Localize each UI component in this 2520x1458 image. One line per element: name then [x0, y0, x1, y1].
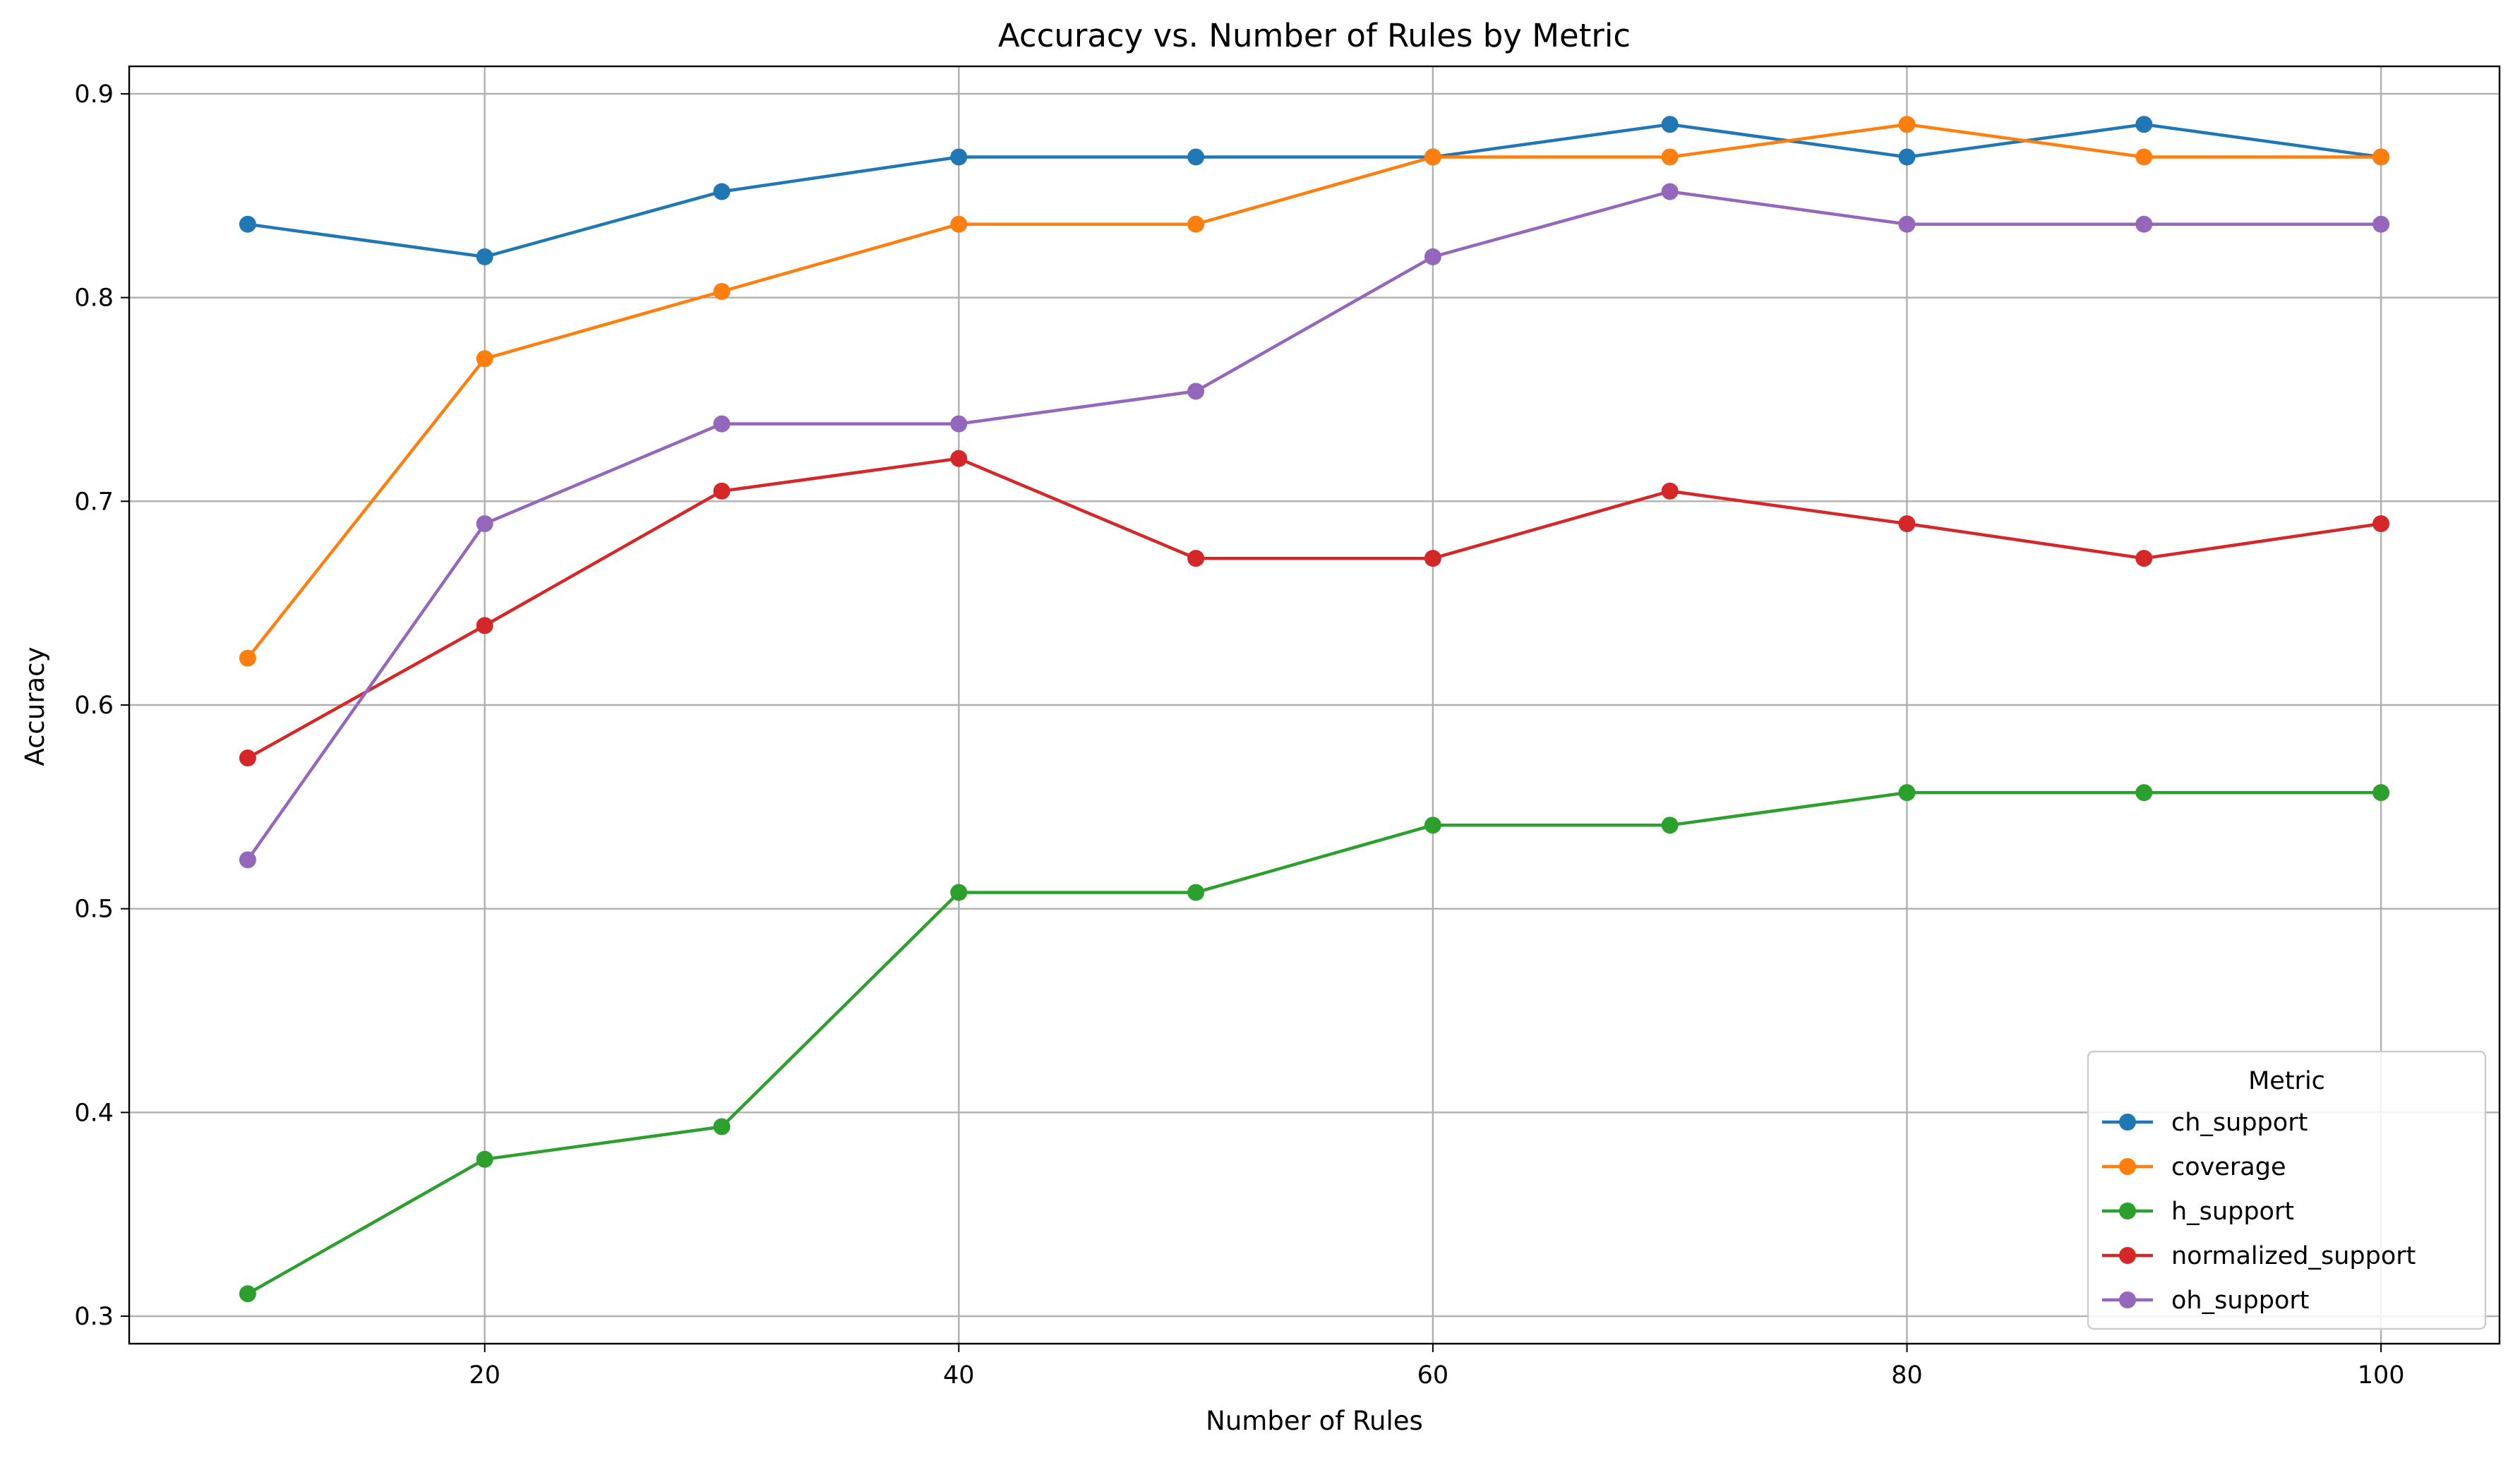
y-tick-label: 0.6	[74, 692, 114, 720]
data-point	[239, 215, 256, 233]
data-point	[950, 415, 968, 433]
data-point	[713, 482, 731, 500]
legend-item: ch_support	[2102, 1109, 2308, 1137]
legend-item: oh_support	[2102, 1287, 2309, 1315]
legend: Metric ch_support coverage h_supportnormal…	[2087, 1050, 2487, 1330]
data-point	[1187, 550, 1205, 567]
legend-item: coverage	[2102, 1153, 2286, 1181]
data-point	[1661, 817, 1679, 834]
y-axis-ticks: 0.3 0.4 0.5 0.6 0.7 0.8 0.9	[74, 80, 129, 1331]
legend-label: ch_support	[2171, 1109, 2308, 1137]
y-axis-label: Accuracy	[20, 647, 50, 766]
data-point	[1661, 116, 1679, 133]
legend-swatch-marker	[2119, 1203, 2136, 1219]
data-point	[1187, 884, 1205, 901]
data-point	[239, 1285, 256, 1303]
data-point	[1187, 382, 1205, 400]
data-point	[2135, 148, 2153, 166]
legend-label: coverage	[2171, 1153, 2286, 1181]
data-point	[1898, 148, 1916, 166]
series-line	[246, 457, 2383, 760]
data-point	[1898, 784, 1916, 802]
legend-item: normalized_support	[2102, 1242, 2416, 1270]
data-point	[1898, 515, 1916, 533]
data-point	[1424, 817, 1441, 834]
data-point	[1424, 248, 1441, 265]
legend-swatch-marker	[2119, 1291, 2136, 1308]
data-point	[2135, 550, 2153, 567]
series-line	[246, 190, 2383, 862]
x-tick-label: 60	[1417, 1361, 1449, 1390]
legend-item: h_support	[2102, 1198, 2294, 1226]
data-point	[1424, 550, 1441, 567]
x-axis-label: Number of Rules	[1206, 1406, 1423, 1436]
data-point	[239, 749, 256, 767]
data-point	[1661, 148, 1679, 166]
y-tick-label: 0.4	[74, 1099, 114, 1127]
series-line	[246, 790, 2383, 1296]
series-normalized-support	[239, 450, 2390, 767]
data-point	[713, 1118, 731, 1135]
series-oh-support	[239, 183, 2390, 869]
x-tick-label: 40	[943, 1361, 975, 1390]
data-point	[2135, 116, 2153, 133]
legend-entries: ch_support coverage h_support normalized_su…	[2102, 1109, 2416, 1315]
x-tick-label: 80	[1891, 1361, 1923, 1390]
data-point	[1424, 148, 1441, 166]
data-point	[476, 617, 493, 634]
data-point	[476, 515, 493, 533]
data-point	[713, 415, 731, 433]
data-point	[2372, 215, 2390, 233]
legend-label: h_support	[2171, 1198, 2294, 1226]
data-point	[1661, 183, 1679, 200]
data-point	[2372, 784, 2390, 802]
data-point	[476, 248, 493, 265]
data-point	[1661, 482, 1679, 500]
legend-label: oh_support	[2171, 1287, 2309, 1315]
data-point	[1187, 215, 1205, 233]
data-point	[950, 148, 968, 166]
data-point	[1898, 215, 1916, 233]
series-coverage	[239, 116, 2390, 667]
series-group	[239, 116, 2390, 1303]
y-tick-label: 0.8	[74, 284, 114, 313]
data-point	[1898, 116, 1916, 133]
legend-box	[2087, 1050, 2487, 1330]
legend-title: Metric	[2248, 1067, 2325, 1095]
data-point	[1187, 148, 1205, 166]
y-tick-label: 0.7	[74, 488, 114, 516]
data-point	[476, 1150, 493, 1168]
data-point	[239, 851, 256, 869]
chart-title: Accuracy vs. Number of Rules by Metric	[998, 17, 1631, 54]
data-point	[2135, 784, 2153, 802]
data-point	[2372, 148, 2390, 166]
series-line	[246, 123, 2383, 660]
data-point	[950, 450, 968, 467]
y-tick-label: 0.9	[74, 80, 114, 109]
y-tick-label: 0.5	[74, 896, 114, 924]
data-point	[2372, 515, 2390, 533]
legend-swatch-marker	[2119, 1114, 2136, 1131]
data-point	[950, 215, 968, 233]
data-point	[239, 649, 256, 667]
x-axis-ticks: 20 40 60 80 100	[469, 1344, 2405, 1390]
data-point	[950, 884, 968, 901]
legend-swatch-marker	[2119, 1158, 2136, 1175]
series-h-support	[239, 784, 2390, 1303]
legend-swatch-marker	[2119, 1247, 2136, 1264]
legend-label: normalized_support	[2171, 1242, 2416, 1270]
data-point	[713, 282, 731, 300]
data-point	[476, 350, 493, 368]
x-tick-label: 20	[469, 1361, 500, 1390]
x-tick-label: 100	[2358, 1361, 2405, 1390]
data-point	[713, 183, 731, 200]
y-tick-label: 0.3	[74, 1303, 114, 1331]
data-point	[2135, 215, 2153, 233]
